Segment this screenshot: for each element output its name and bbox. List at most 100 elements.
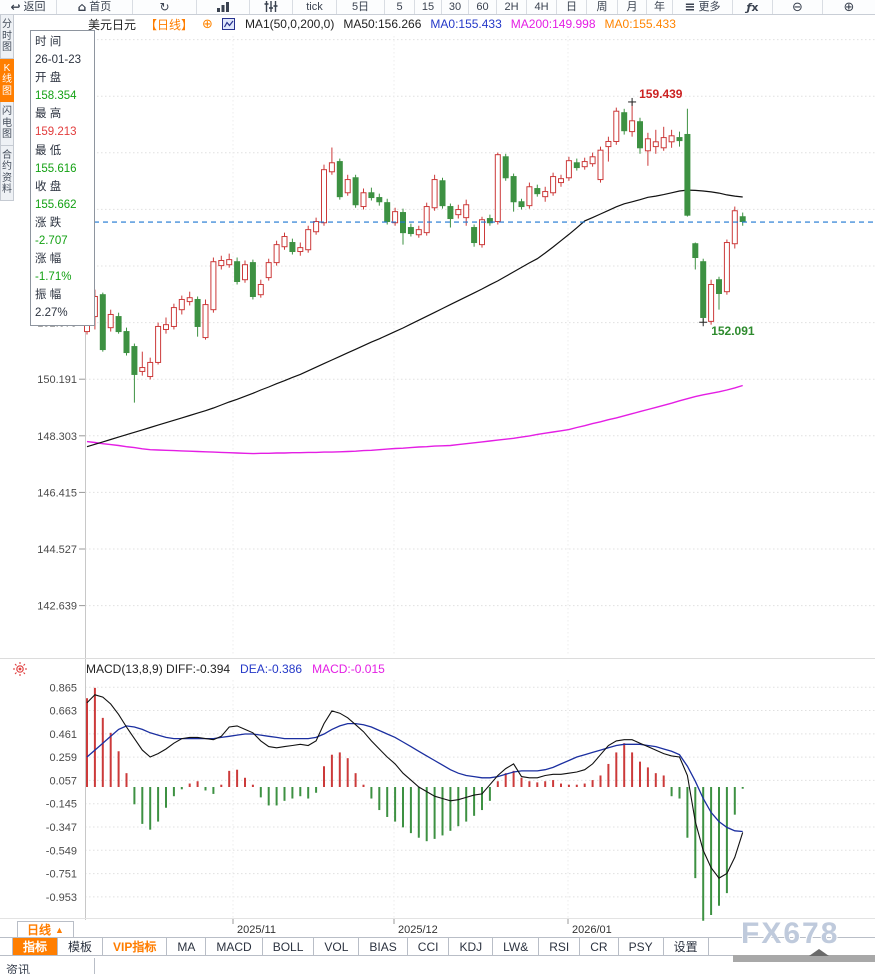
header-ma0-orange-value: MA0:155.433 bbox=[604, 17, 676, 31]
bar-chart-icon bbox=[217, 2, 229, 12]
toolbar-item-period-month[interactable]: 月 bbox=[618, 0, 647, 14]
svg-text:146.415: 146.415 bbox=[37, 487, 77, 499]
toolbar-item-period-30m[interactable]: 30 bbox=[442, 0, 469, 14]
tab-ma[interactable]: MA bbox=[167, 938, 207, 955]
toolbar-item-refresh[interactable]: ↻ bbox=[133, 0, 197, 14]
tab-bias[interactable]: BIAS bbox=[359, 938, 408, 955]
sliders-icon bbox=[264, 1, 278, 12]
refresh-icon: ↻ bbox=[159, 0, 170, 14]
macd-dea-value: DEA:-0.386 bbox=[240, 662, 303, 676]
toolbar-item-bar-chart[interactable] bbox=[197, 0, 250, 14]
header-symbol-name: 美元日元 bbox=[88, 17, 137, 32]
zoom-out-icon: ⊖ bbox=[792, 0, 803, 14]
chart-type-tabs: 分时图 K线图 闪电图 合约资料 bbox=[0, 15, 14, 201]
svg-text:0.259: 0.259 bbox=[49, 752, 77, 764]
svg-text:0.865: 0.865 bbox=[49, 682, 77, 694]
tab-psy[interactable]: PSY bbox=[619, 938, 664, 955]
chart-header: 美元日元 【日线】 ⊕ MA1(50,0,200,0) MA50:156.266 MA0:… bbox=[88, 16, 676, 32]
zoom-in-icon: ⊕ bbox=[843, 0, 855, 14]
tab-settings[interactable]: 设置 bbox=[664, 938, 709, 955]
toolbar-item-indicators-fx[interactable]: ƒx bbox=[733, 0, 773, 14]
tab-macd[interactable]: MACD bbox=[206, 938, 263, 955]
toolbar-item-period-4h[interactable]: 4H bbox=[527, 0, 557, 14]
toolbar-item-zoom-in[interactable]: ⊕ bbox=[823, 0, 875, 14]
toolbar-item-period-2h[interactable]: 2H bbox=[497, 0, 527, 14]
tab-kdj[interactable]: KDJ bbox=[449, 938, 494, 955]
indicator-tabs: 指标 模板 VIP指标 MA MACD BOLL VOL BIAS CCI KDJ LW& RSI CR… bbox=[0, 937, 875, 956]
macd-macd-params: MACD(13,8,9) DIFF:-0.394 bbox=[86, 662, 231, 676]
toolbar-item-period-tick[interactable]: tick bbox=[293, 0, 337, 14]
plus-circle-icon[interactable]: ⊕ bbox=[202, 16, 213, 32]
header-ma200-value: MA200:149.998 bbox=[510, 17, 596, 31]
macd-macd-value: MACD:-0.015 bbox=[312, 662, 385, 676]
tab-cr[interactable]: CR bbox=[580, 938, 619, 955]
chevron-up-icon: ▲ bbox=[55, 924, 64, 935]
svg-text:150.191: 150.191 bbox=[37, 374, 77, 386]
svg-text:-0.347: -0.347 bbox=[46, 822, 77, 834]
tab-vip-indicators[interactable]: VIP指标 bbox=[103, 938, 168, 955]
toolbar-item-period-year-label: 年 bbox=[654, 0, 665, 13]
tab-rsi[interactable]: RSI bbox=[539, 938, 581, 955]
toolbar-item-period-5m[interactable]: 5 bbox=[385, 0, 415, 14]
period-selector-button[interactable]: 日线 ▲ bbox=[17, 921, 74, 938]
sidetab-candle-chart[interactable]: K线图 bbox=[0, 58, 14, 102]
toolbar-item-period-5m-label: 5 bbox=[396, 0, 403, 13]
svg-text:0.057: 0.057 bbox=[49, 775, 77, 787]
home-icon: ⌂ bbox=[77, 0, 87, 14]
svg-text:0.461: 0.461 bbox=[49, 729, 77, 741]
sidetab-lightning-chart[interactable]: 闪电图 bbox=[0, 102, 14, 146]
toolbar-item-period-15m[interactable]: 15 bbox=[415, 0, 442, 14]
toolbar-item-home-label: 首页 bbox=[89, 0, 112, 13]
toolbar-item-period-2h-label: 2H bbox=[504, 0, 519, 13]
toolbar-item-candle-style[interactable] bbox=[250, 0, 293, 14]
svg-text:-0.145: -0.145 bbox=[46, 799, 77, 811]
header-ma-params: MA1(50,0,200,0) bbox=[244, 17, 335, 31]
info-low-label: 最 低 bbox=[35, 144, 62, 157]
toolbar-item-period-tick-label: tick bbox=[306, 0, 323, 13]
svg-text:148.303: 148.303 bbox=[37, 431, 77, 443]
menu-icon: ≡ bbox=[684, 0, 696, 14]
toolbar-item-more[interactable]: ≡ 更多 bbox=[673, 0, 733, 14]
tab-boll[interactable]: BOLL bbox=[263, 938, 315, 955]
toolbar-item-period-60m[interactable]: 60 bbox=[469, 0, 497, 14]
info-change-value: -2.707 bbox=[35, 235, 68, 248]
info-open-value: 158.354 bbox=[35, 90, 77, 103]
sidetab-contract-info[interactable]: 合约资料 bbox=[0, 145, 14, 201]
toolbar-item-back-label: 返回 bbox=[23, 0, 46, 13]
scrollbar-collapse-arrow-icon[interactable] bbox=[809, 949, 829, 956]
toolbar-item-period-5d[interactable]: 5日 bbox=[337, 0, 385, 14]
tab-templates[interactable]: 模板 bbox=[58, 938, 104, 955]
tab-lwr[interactable]: LW& bbox=[493, 938, 540, 955]
info-low-value: 155.616 bbox=[35, 162, 77, 175]
svg-text:159.439: 159.439 bbox=[639, 87, 683, 101]
toolbar-item-zoom-out[interactable]: ⊖ bbox=[773, 0, 823, 14]
tab-cci[interactable]: CCI bbox=[408, 938, 450, 955]
indicator-settings-icon[interactable] bbox=[13, 662, 27, 676]
svg-text:152.091: 152.091 bbox=[711, 324, 755, 338]
toolbar-item-period-day[interactable]: 日 bbox=[557, 0, 587, 14]
svg-text:2025/12: 2025/12 bbox=[398, 924, 438, 936]
svg-text:-0.549: -0.549 bbox=[46, 845, 77, 857]
toolbar-item-period-5d-label: 5日 bbox=[351, 0, 370, 13]
tab-vol[interactable]: VOL bbox=[314, 938, 360, 955]
info-close-label: 收 盘 bbox=[35, 180, 62, 193]
info-change-pct-value: -1.71% bbox=[35, 271, 72, 284]
tab-news[interactable]: 资讯 bbox=[0, 958, 95, 974]
tab-indicators[interactable]: 指标 bbox=[12, 938, 59, 955]
header-ma50-value: MA50:156.266 bbox=[343, 17, 422, 31]
sidetab-time-chart[interactable]: 分时图 bbox=[0, 15, 14, 59]
toolbar-item-period-year[interactable]: 年 bbox=[647, 0, 673, 14]
info-amplitude-value: 2.27% bbox=[35, 307, 68, 320]
info-open-label: 开 盘 bbox=[35, 72, 62, 85]
toolbar-item-back[interactable]: ↩ 返回 bbox=[0, 0, 57, 14]
toolbar-item-home[interactable]: ⌂ 首页 bbox=[57, 0, 133, 14]
info-close-value: 155.662 bbox=[35, 198, 77, 211]
info-change-pct-label: 涨 幅 bbox=[35, 253, 62, 266]
horizontal-scrollbar[interactable] bbox=[733, 949, 875, 962]
toolbar-item-period-week-label: 周 bbox=[596, 0, 608, 13]
header-ma0-blue-value: MA0:155.433 bbox=[430, 17, 502, 31]
toolbar-item-period-week[interactable]: 周 bbox=[587, 0, 618, 14]
tab-news-label: 资讯 bbox=[6, 963, 31, 974]
